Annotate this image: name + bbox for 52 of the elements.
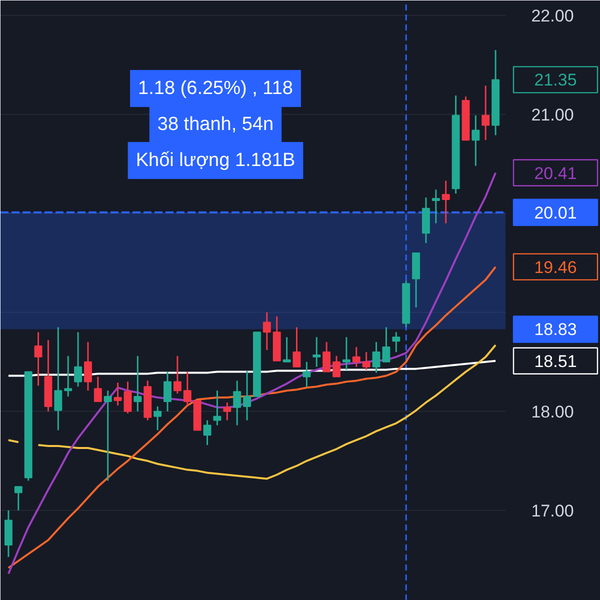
annotation: 1.18 (6.25%) , 118 [138, 78, 293, 99]
candlestick [372, 341, 380, 374]
line-series [7, 172, 497, 575]
candlestick [352, 346, 360, 368]
candlestick [223, 402, 232, 422]
candlestick [213, 390, 222, 426]
candlestick [432, 188, 440, 224]
candlestick [442, 180, 450, 224]
candlestick [34, 331, 42, 386]
candlestick [14, 486, 22, 512]
candlestick [173, 355, 182, 394]
y-tick-label: 17.00 [531, 501, 574, 520]
candlestick [472, 114, 480, 167]
candlestick [183, 371, 192, 406]
annotation: Khối lượng 1.181B [136, 150, 296, 171]
annotation: 38 thanh, 54n [157, 114, 274, 135]
y-tick-label: 21.00 [531, 105, 574, 124]
candlestick [233, 380, 242, 426]
candlestick [342, 336, 350, 371]
candlestick [312, 336, 321, 368]
candlestick [164, 371, 172, 412]
line-series [7, 266, 497, 569]
candlestick [104, 390, 112, 482]
candlestick [302, 361, 311, 388]
y-tick-label: 22.00 [531, 6, 574, 26]
candlestick [262, 312, 271, 351]
candlestick [482, 84, 490, 141]
ref-line-label: 20.01 [534, 203, 577, 222]
candlestick [292, 326, 301, 368]
text: 18.51 [534, 352, 577, 371]
candlestick [203, 420, 212, 446]
candlestick [362, 351, 370, 371]
candlestick [322, 341, 331, 373]
candlestick [332, 355, 340, 378]
candlestick [154, 406, 162, 431]
candlestick [54, 326, 62, 431]
text: 21.35 [534, 70, 577, 90]
candlestick [382, 326, 390, 363]
candlestick [84, 341, 92, 392]
candlestick [64, 355, 72, 398]
candlestick [243, 370, 252, 422]
text: 20.41 [534, 164, 577, 183]
candlestick [74, 331, 82, 388]
candlestick [94, 376, 102, 402]
candlestick [282, 336, 291, 363]
candlestick [392, 331, 400, 353]
candlestick [124, 380, 132, 414]
text: 19.46 [534, 258, 577, 277]
candlestick [114, 382, 122, 406]
y-tick-label: 18.00 [531, 402, 574, 422]
candlestick [134, 355, 142, 412]
band-label: 18.83 [534, 320, 577, 340]
